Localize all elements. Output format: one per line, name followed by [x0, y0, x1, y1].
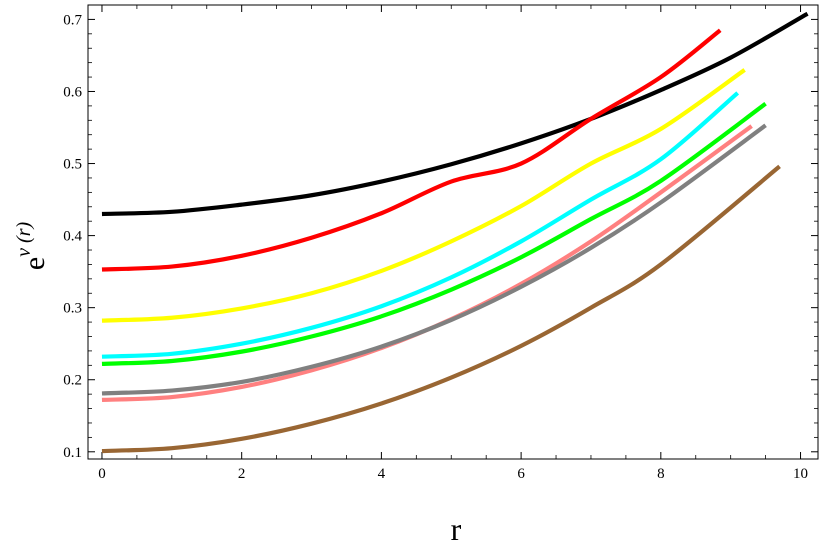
series-line-2 — [101, 28, 722, 272]
x-tick-label: 10 — [793, 466, 808, 482]
x-tick-label: 6 — [517, 466, 525, 482]
series-line-4 — [101, 91, 740, 359]
x-tick-label: 8 — [657, 466, 665, 482]
plot-frame — [87, 4, 819, 460]
x-tick-label: 2 — [238, 466, 246, 482]
x-tick-label: 4 — [378, 466, 386, 482]
svg-text:eν (r): eν (r) — [13, 222, 51, 271]
series-line-3 — [101, 68, 746, 323]
y-axis-title-exponent: ν (r) — [13, 222, 35, 257]
y-tick-label: 0.3 — [63, 301, 82, 317]
x-axis-title: r — [451, 511, 462, 546]
y-axis-title: eν (r) — [13, 222, 51, 271]
x-tick-label: 0 — [98, 466, 106, 482]
series-line-8 — [101, 164, 781, 454]
y-tick-label: 0.5 — [63, 157, 82, 173]
series-line-1 — [101, 11, 809, 217]
series-layer — [101, 11, 809, 454]
y-tick-label: 0.2 — [63, 373, 82, 389]
y-tick-label: 0.7 — [63, 12, 82, 28]
y-tick-label: 0.6 — [63, 84, 82, 100]
axis-ticks: 0 2 4 6 8 10 0.1 0.2 0.3 0.4 0.5 0.6 0.7 — [63, 5, 818, 482]
series-line-7 — [101, 123, 767, 396]
y-tick-label: 0.1 — [63, 445, 82, 461]
series-line-5 — [101, 102, 767, 366]
y-axis-title-base: e — [18, 257, 51, 270]
y-tick-label: 0.4 — [63, 229, 82, 245]
